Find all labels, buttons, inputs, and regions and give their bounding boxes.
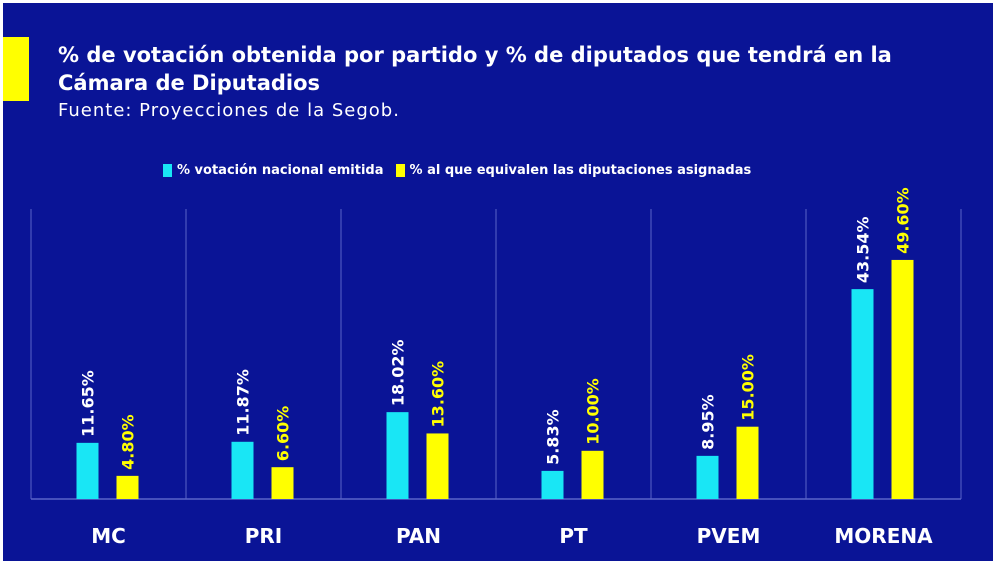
chart-frame: % de votación obtenida por partido y % d…	[3, 3, 993, 561]
legend-swatch-seats	[395, 164, 405, 177]
data-label-seats-morena: 49.60%	[894, 187, 913, 254]
legend-label-seats: % al que equivalen las diputaciones asig…	[409, 163, 752, 178]
x-tick-label-pt: PT	[559, 524, 588, 548]
data-label-seats-mc: 4.80%	[119, 414, 138, 470]
bar-chart: 11.65% 4.80% MC 11.87% 6.60% PRI 18.02% 13.60% P…	[30, 187, 962, 548]
bar-vote-pri	[231, 441, 254, 499]
chart-title: % de votación obtenida por partido y % d…	[58, 43, 892, 95]
bar-seats-pan	[426, 433, 449, 499]
bar-seats-morena	[891, 259, 914, 499]
bar-vote-pt	[541, 470, 564, 499]
chart-legend: % votación nacional emitida % al que equ…	[163, 163, 763, 178]
data-label-vote-pan: 18.02%	[389, 340, 408, 407]
x-tick-label-pri: PRI	[245, 524, 283, 548]
data-label-seats-pan: 13.60%	[429, 361, 448, 428]
bar-seats-pri	[271, 467, 294, 499]
bar-vote-morena	[851, 289, 874, 499]
legend-item-vote: % votación nacional emitida	[163, 163, 384, 178]
bar-seats-pvem	[736, 426, 759, 499]
bar-seats-mc	[116, 475, 139, 499]
legend-swatch-vote	[163, 164, 172, 177]
x-tick-label-pvem: PVEM	[697, 524, 761, 548]
chart-subtitle: Fuente: Proyecciones de la Segob.	[58, 100, 400, 121]
x-tick-label-pan: PAN	[396, 524, 441, 548]
legend-label-vote: % votación nacional emitida	[177, 163, 384, 178]
data-label-seats-pt: 10.00%	[584, 378, 603, 445]
title-accent-bar	[3, 37, 29, 101]
bar-seats-pt	[581, 450, 604, 499]
data-label-vote-pvem: 8.95%	[699, 394, 718, 450]
data-label-seats-pvem: 15.00%	[739, 354, 758, 421]
data-label-seats-pri: 6.60%	[274, 406, 293, 462]
data-label-vote-mc: 11.65%	[79, 370, 98, 437]
x-tick-label-morena: MORENA	[834, 524, 933, 548]
x-tick-label-mc: MC	[91, 524, 126, 548]
bar-vote-pvem	[696, 455, 719, 499]
bar-vote-mc	[76, 442, 99, 499]
data-label-vote-pt: 5.83%	[544, 409, 563, 465]
bar-vote-pan	[386, 412, 409, 499]
data-label-vote-pri: 11.87%	[234, 369, 253, 436]
legend-item-seats: % al que equivalen las diputaciones asig…	[395, 163, 752, 178]
data-label-vote-morena: 43.54%	[854, 216, 873, 283]
